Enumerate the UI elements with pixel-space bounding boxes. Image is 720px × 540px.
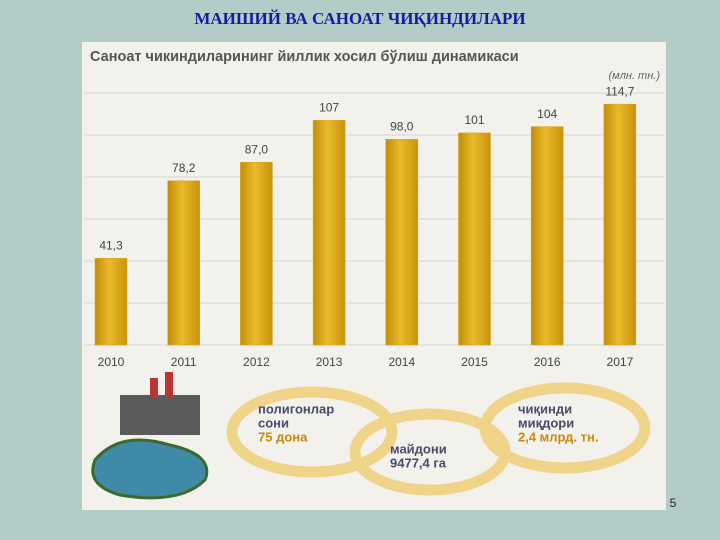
value-label: 107: [319, 100, 339, 114]
value-label: 98,0: [390, 119, 414, 133]
factory-icon: [120, 395, 200, 435]
bar: [458, 132, 491, 346]
landfill-icon: [91, 438, 209, 500]
bar: [94, 258, 128, 346]
bar: [167, 180, 200, 346]
bar: [240, 162, 273, 346]
unit-label: (млн. тн.): [608, 70, 660, 82]
info-highlight: 75 дона: [258, 429, 308, 444]
value-label: 78,2: [172, 161, 196, 175]
x-tick-label: 2011: [171, 355, 197, 369]
bar: [385, 138, 419, 346]
value-label: 87,0: [245, 142, 269, 156]
value-label: 114,7: [605, 84, 634, 98]
info-text: майдони: [390, 441, 447, 456]
infographic: [91, 372, 651, 500]
chart-title: Саноат чикиндиларининг йиллик хосил бўли…: [90, 49, 519, 65]
info-text: чиқинди: [518, 401, 572, 416]
x-tick-label: 2014: [388, 355, 415, 369]
cycle-arc: [226, 386, 398, 478]
factory-icon: [150, 378, 158, 398]
slide-title: МАИШИЙ ВА САНОАТ ЧИҚИНДИЛАРИ: [194, 9, 525, 28]
value-label: 104: [537, 107, 557, 121]
x-tick-label: 2012: [243, 355, 270, 369]
factory-icon: [165, 372, 173, 398]
info-text: сони: [258, 415, 289, 430]
value-label: 101: [464, 113, 484, 127]
bar: [603, 103, 637, 346]
x-tick-label: 2016: [534, 355, 561, 369]
bar: [312, 120, 346, 346]
info-text: миқдори: [518, 415, 574, 430]
x-tick-label: 2015: [461, 355, 488, 369]
page-number: 5: [670, 496, 677, 510]
value-label: 41,3: [99, 238, 123, 252]
info-highlight: 2,4 млрд. тн.: [518, 429, 598, 444]
info-text: полигонлар: [258, 401, 334, 416]
x-tick-label: 2013: [316, 355, 343, 369]
x-tick-label: 2010: [98, 355, 125, 369]
x-tick-label: 2017: [607, 355, 634, 369]
cycle-arc: [479, 382, 651, 474]
bar: [530, 126, 564, 346]
info-highlight: 9477,4 га: [390, 455, 447, 470]
